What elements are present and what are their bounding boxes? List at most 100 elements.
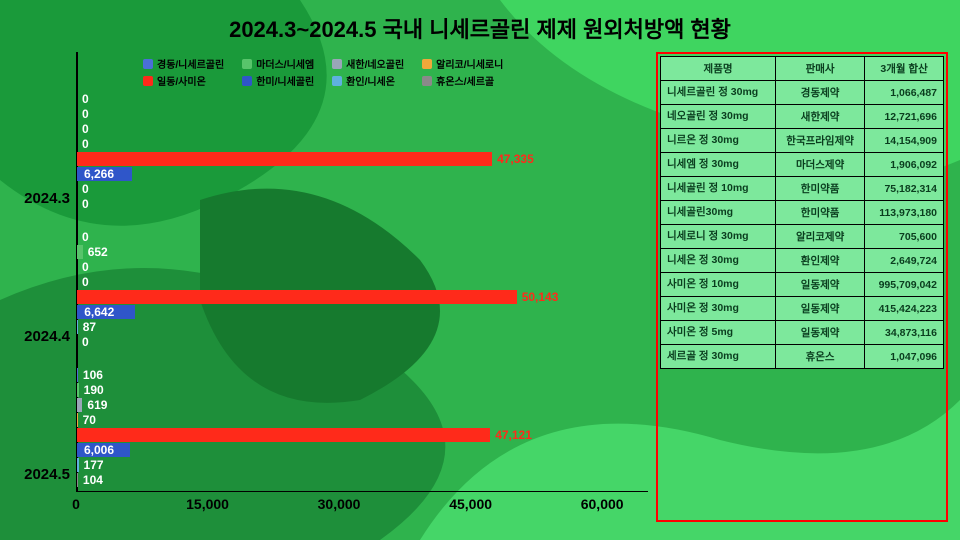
x-tick: 60,000 — [581, 496, 624, 512]
table-cell: 니세골린 정 10mg — [661, 177, 776, 201]
table-body: 니세르골린 정 30mg경동제약1,066,487네오골린 정 30mg새한제약… — [661, 81, 944, 369]
x-axis-ticks: 015,00030,00045,00060,000 — [76, 496, 648, 516]
data-table: 제품명판매사3개월 합산 니세르골린 정 30mg경동제약1,066,487네오… — [660, 56, 944, 369]
table-cell: 113,973,180 — [865, 201, 944, 225]
bar-label: 0 — [82, 335, 89, 349]
legend-item: 환인/니세온 — [332, 73, 404, 88]
table-cell: 세르골 정 30mg — [661, 345, 776, 369]
x-tick: 45,000 — [449, 496, 492, 512]
table-header-row: 제품명판매사3개월 합산 — [661, 57, 944, 81]
legend-swatch — [422, 59, 432, 69]
legend-label: 휴온스/세르골 — [436, 73, 494, 88]
bar-label: 47,121 — [495, 428, 532, 442]
bar-label: 6,642 — [84, 305, 114, 319]
bar-label: 0 — [82, 137, 89, 151]
legend-label: 환인/니세온 — [346, 73, 395, 88]
month-label: 2024.5 — [24, 466, 70, 483]
legend-item: 휴온스/세르골 — [422, 73, 503, 88]
legend-swatch — [332, 59, 342, 69]
table-cell: 마더스제약 — [776, 153, 865, 177]
table-cell: 75,182,314 — [865, 177, 944, 201]
table-cell: 사미온 정 5mg — [661, 321, 776, 345]
bar-label: 47,335 — [497, 152, 534, 166]
table-cell: 1,047,096 — [865, 345, 944, 369]
table-cell: 니세엠 정 30mg — [661, 153, 776, 177]
legend: 경동/니세르골린 마더스/니세엠 새한/네오골린 알리코/니세로니일동/사미온 한미/니… — [143, 56, 503, 88]
bar-label: 87 — [83, 320, 96, 334]
bar-label: 190 — [84, 383, 104, 397]
bar-label: 0 — [82, 107, 89, 121]
bar — [77, 473, 78, 487]
table-row: 니르온 정 30mg한국프라임제약14,154,909 — [661, 129, 944, 153]
bar-label: 0 — [82, 275, 89, 289]
plot-area: 000047,3356,2660006520050,1436,642870106… — [76, 52, 648, 492]
table-cell: 니세로니 정 30mg — [661, 225, 776, 249]
table-header: 제품명 — [661, 57, 776, 81]
legend-swatch — [143, 76, 153, 86]
month-label: 2024.4 — [24, 328, 70, 345]
bar-label: 0 — [82, 260, 89, 274]
table-cell: 니세골린30mg — [661, 201, 776, 225]
table-cell: 한미약품 — [776, 201, 865, 225]
bar-label: 0 — [82, 197, 89, 211]
bar — [77, 290, 517, 304]
table-header: 3개월 합산 — [865, 57, 944, 81]
bar-label: 0 — [82, 92, 89, 106]
table-cell: 환인제약 — [776, 249, 865, 273]
month-label: 2024.3 — [24, 190, 70, 207]
x-tick: 0 — [72, 496, 80, 512]
table-cell: 한국프라임제약 — [776, 129, 865, 153]
bar-label: 70 — [83, 413, 96, 427]
legend-item: 알리코/니세로니 — [422, 56, 503, 71]
table-row: 니세엠 정 30mg마더스제약1,906,092 — [661, 153, 944, 177]
bar — [77, 458, 79, 472]
bar-label: 652 — [88, 245, 108, 259]
bar-label: 619 — [87, 398, 107, 412]
legend-item: 한미/니세골린 — [242, 73, 314, 88]
bar-label: 6,266 — [84, 167, 114, 181]
bar-label: 0 — [82, 122, 89, 136]
table-row: 니세온 정 30mg환인제약2,649,724 — [661, 249, 944, 273]
table-cell: 니세온 정 30mg — [661, 249, 776, 273]
data-table-container: 제품명판매사3개월 합산 니세르골린 정 30mg경동제약1,066,487네오… — [656, 52, 948, 522]
bar — [77, 368, 78, 382]
bar — [77, 413, 78, 427]
legend-item: 마더스/니세엠 — [242, 56, 314, 71]
bar — [77, 383, 79, 397]
bar-label: 177 — [84, 458, 104, 472]
legend-label: 마더스/니세엠 — [256, 56, 314, 71]
x-axis — [76, 491, 648, 493]
legend-label: 경동/니세르골린 — [157, 56, 224, 71]
x-tick: 15,000 — [186, 496, 229, 512]
legend-item: 새한/네오골린 — [332, 56, 404, 71]
bar-label: 0 — [82, 230, 89, 244]
legend-swatch — [242, 59, 252, 69]
legend-label: 새한/네오골린 — [346, 56, 404, 71]
bar-label: 104 — [83, 473, 103, 487]
bar — [77, 152, 492, 166]
table-row: 사미온 정 30mg일동제약415,424,223 — [661, 297, 944, 321]
table-cell: 12,721,696 — [865, 105, 944, 129]
table-cell: 사미온 정 30mg — [661, 297, 776, 321]
bar-label: 106 — [83, 368, 103, 382]
table-cell: 1,906,092 — [865, 153, 944, 177]
legend-swatch — [143, 59, 153, 69]
legend-swatch — [242, 76, 252, 86]
table-row: 니세골린 정 10mg한미약품75,182,314 — [661, 177, 944, 201]
bar — [77, 428, 490, 442]
bar-label: 0 — [82, 182, 89, 196]
legend-label: 일동/사미온 — [157, 73, 206, 88]
x-tick: 30,000 — [318, 496, 361, 512]
legend-item: 경동/니세르골린 — [143, 56, 224, 71]
bar — [77, 398, 82, 412]
bar-chart: 경동/니세르골린 마더스/니세엠 새한/네오골린 알리코/니세로니일동/사미온 한미/니… — [8, 52, 648, 522]
table-cell: 2,649,724 — [865, 249, 944, 273]
table-cell: 새한제약 — [776, 105, 865, 129]
table-row: 사미온 정 5mg일동제약34,873,116 — [661, 321, 944, 345]
table-cell: 14,154,909 — [865, 129, 944, 153]
table-cell: 일동제약 — [776, 273, 865, 297]
table-cell: 한미약품 — [776, 177, 865, 201]
legend-label: 한미/니세골린 — [256, 73, 314, 88]
bar — [77, 245, 83, 259]
table-cell: 34,873,116 — [865, 321, 944, 345]
